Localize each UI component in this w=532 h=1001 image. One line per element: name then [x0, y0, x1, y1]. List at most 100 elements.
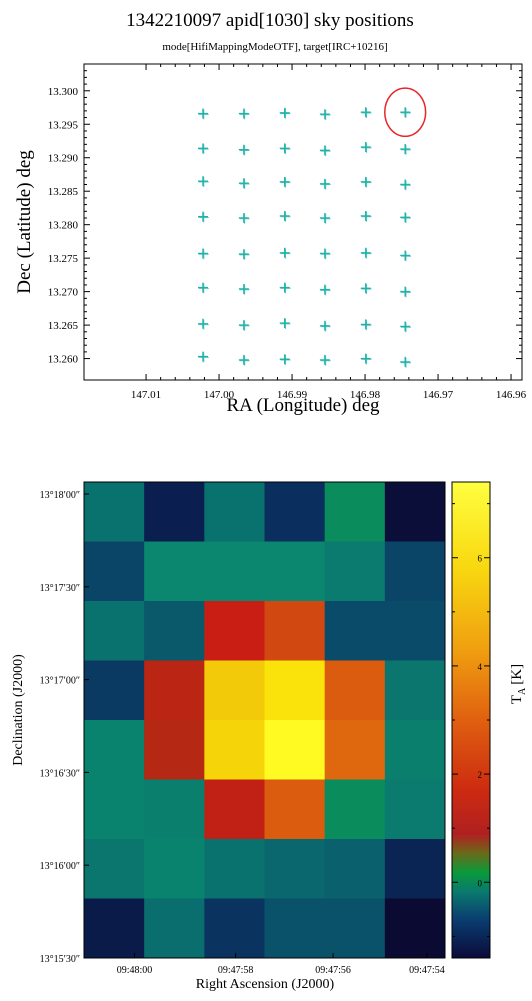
heatmap-y-tick-label: 13°16′30″ — [40, 768, 80, 779]
scatter-point — [197, 248, 208, 259]
scatter-point-repeat — [280, 318, 291, 329]
scatter-point-repeat — [320, 213, 331, 224]
heatmap-cell — [264, 482, 326, 542]
heatmap-cell — [324, 839, 386, 899]
scatter-point — [238, 249, 249, 260]
heatmap-cell — [84, 779, 145, 840]
scatter-point — [360, 353, 371, 364]
heatmap-x-tick-label: 09:47:56 — [315, 965, 351, 976]
heatmap-x-tick-label: 09:47:58 — [218, 965, 254, 976]
scatter-point-repeat — [239, 355, 250, 366]
scatter-point — [279, 210, 290, 221]
scatter-y-tick-label: 13.300 — [48, 86, 79, 98]
scatter-point — [319, 284, 330, 295]
scatter-point — [400, 179, 411, 190]
scatter-point — [197, 351, 208, 362]
heatmap-y-tick-label: 13°17′30″ — [40, 583, 80, 594]
scatter-y-tick-label: 13.290 — [48, 153, 79, 165]
heatmap-cell — [264, 541, 326, 602]
scatter-point — [238, 283, 249, 294]
scatter-point — [279, 107, 290, 118]
scatter-point-repeat — [198, 319, 209, 330]
heatmap-cell — [144, 541, 205, 602]
scatter-point — [238, 354, 249, 365]
scatter-point — [400, 144, 411, 155]
heatmap-cell — [204, 541, 265, 602]
heatmap-frame — [83, 481, 446, 959]
colorbar — [451, 481, 491, 959]
scatter-point-repeat — [401, 213, 411, 224]
scatter-point-repeat — [361, 211, 372, 222]
scatter-point-repeat — [401, 144, 411, 155]
scatter-annotation-group — [384, 87, 427, 138]
scatter-point-repeat — [239, 213, 250, 224]
heatmap-cell — [324, 660, 386, 721]
heatmap-tick-group: 09:48:00 09:47:58 09:47:56 09:47:54 13°18′00… — [40, 490, 445, 976]
scatter-point — [400, 250, 411, 261]
scatter-x-tick-label: 147.00 — [204, 389, 235, 401]
heatmap-cell — [384, 839, 446, 899]
scatter-point — [319, 354, 330, 365]
scatter-point — [360, 283, 371, 294]
heatmap-cell — [204, 601, 265, 661]
scatter-point — [197, 176, 208, 187]
heatmap-y-tick-label: 13°16′00″ — [40, 861, 80, 872]
heatmap-cell — [84, 541, 145, 602]
scatter-point-repeat — [280, 248, 291, 259]
heatmap-cell — [144, 898, 205, 959]
scatter-point — [400, 212, 411, 223]
heatmap-cell — [204, 660, 265, 721]
scatter-point — [400, 107, 411, 118]
heatmap-cell — [384, 541, 446, 602]
scatter-point-repeat — [280, 177, 291, 188]
scatter-point — [238, 178, 249, 189]
scatter-point-repeat — [280, 211, 291, 222]
colorbar-tick-label: 2 — [478, 770, 483, 780]
scatter-point — [319, 178, 330, 189]
scatter-point-repeat — [401, 180, 411, 191]
heatmap-cell — [144, 839, 205, 899]
heatmap-cell — [264, 898, 326, 959]
heatmap-cell — [84, 482, 145, 542]
scatter-y-tick-label: 13.285 — [48, 186, 79, 198]
heatmap-cell — [144, 482, 205, 542]
heatmap-cell — [264, 779, 326, 840]
heatmap-cell — [204, 839, 265, 899]
scatter-point — [360, 107, 371, 118]
scatter-x-tick-label: 146.97 — [423, 389, 454, 401]
scatter-point-repeat — [239, 284, 250, 295]
heatmap-y-tick-label: 13°18′00″ — [40, 490, 80, 501]
heatmap-y-axis-label: Declination (J2000) — [11, 654, 26, 766]
scatter-point-repeat — [361, 177, 372, 188]
scatter-y-tick-label: 13.270 — [48, 287, 79, 299]
heatmap-x-axis-label: Right Ascension (J2000) — [196, 977, 335, 992]
heatmap-x-tick-label: 09:47:54 — [409, 965, 445, 976]
scatter-y-tick-label: 13.280 — [48, 220, 79, 232]
scatter-point-repeat — [320, 285, 331, 296]
heatmap-cell — [264, 839, 326, 899]
scatter-x-tick-label: 146.98 — [350, 389, 381, 401]
scatter-point-repeat — [198, 249, 209, 260]
scatter-point — [360, 247, 371, 258]
scatter-point-repeat — [198, 283, 209, 294]
heatmap-cell — [144, 601, 205, 661]
scatter-point-repeat — [401, 251, 411, 262]
scatter-point — [279, 318, 290, 329]
scatter-point-repeat — [361, 354, 372, 365]
heatmap-cell — [324, 779, 386, 840]
heatmap-cell — [204, 898, 265, 959]
highlight-circle — [384, 87, 427, 138]
scatter-subtitle: mode[HifiMappingModeOTF], target[IRC+102… — [162, 41, 387, 53]
heatmap-cell — [204, 779, 265, 840]
scatter-x-axis-label: RA (Longitude) deg — [226, 395, 380, 416]
scatter-point-repeat — [401, 322, 411, 333]
scatter-point — [319, 109, 330, 120]
scatter-point-repeat — [239, 249, 250, 260]
scatter-point — [279, 354, 290, 365]
scatter-point-repeat — [320, 179, 331, 190]
heatmap-cell — [324, 720, 386, 780]
heatmap-cell — [264, 720, 326, 780]
heatmap-cell — [144, 660, 205, 721]
heatmap-cell — [324, 898, 386, 959]
